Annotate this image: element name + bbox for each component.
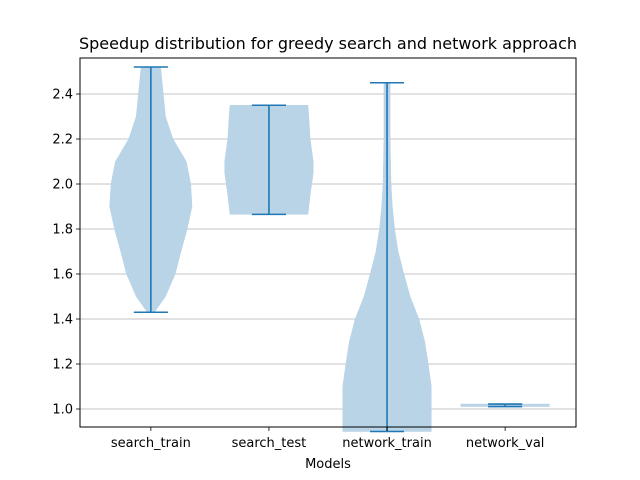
- x-axis: search_train search_test network_train netw…: [111, 427, 545, 451]
- violin-bodies: [109, 66, 550, 432]
- y-tick-label: 1.2: [52, 358, 73, 373]
- y-tick-label: 2.2: [52, 133, 73, 148]
- y-tick-label: 1.0: [52, 403, 73, 418]
- x-tick-label: search_train: [111, 436, 191, 451]
- y-tick-label: 2.4: [52, 88, 73, 103]
- y-tick-label: 1.6: [52, 268, 73, 283]
- x-tick-label: network_train: [342, 436, 432, 451]
- chart-title: Speedup distribution for greedy search a…: [79, 34, 577, 53]
- x-tick-label: network_val: [466, 436, 545, 451]
- violin-stat-lines: [133, 66, 523, 433]
- y-tick-label: 1.8: [52, 223, 73, 238]
- x-axis-label: Models: [305, 457, 351, 472]
- y-tick-label: 2.0: [52, 178, 73, 193]
- x-tick-label: search_test: [232, 436, 307, 451]
- y-axis: 1.0 1.2 1.4 1.6 1.8 2.0 2.2 2.4: [52, 88, 80, 418]
- plot-frame: [79, 57, 577, 428]
- y-tick-label: 1.4: [52, 313, 73, 328]
